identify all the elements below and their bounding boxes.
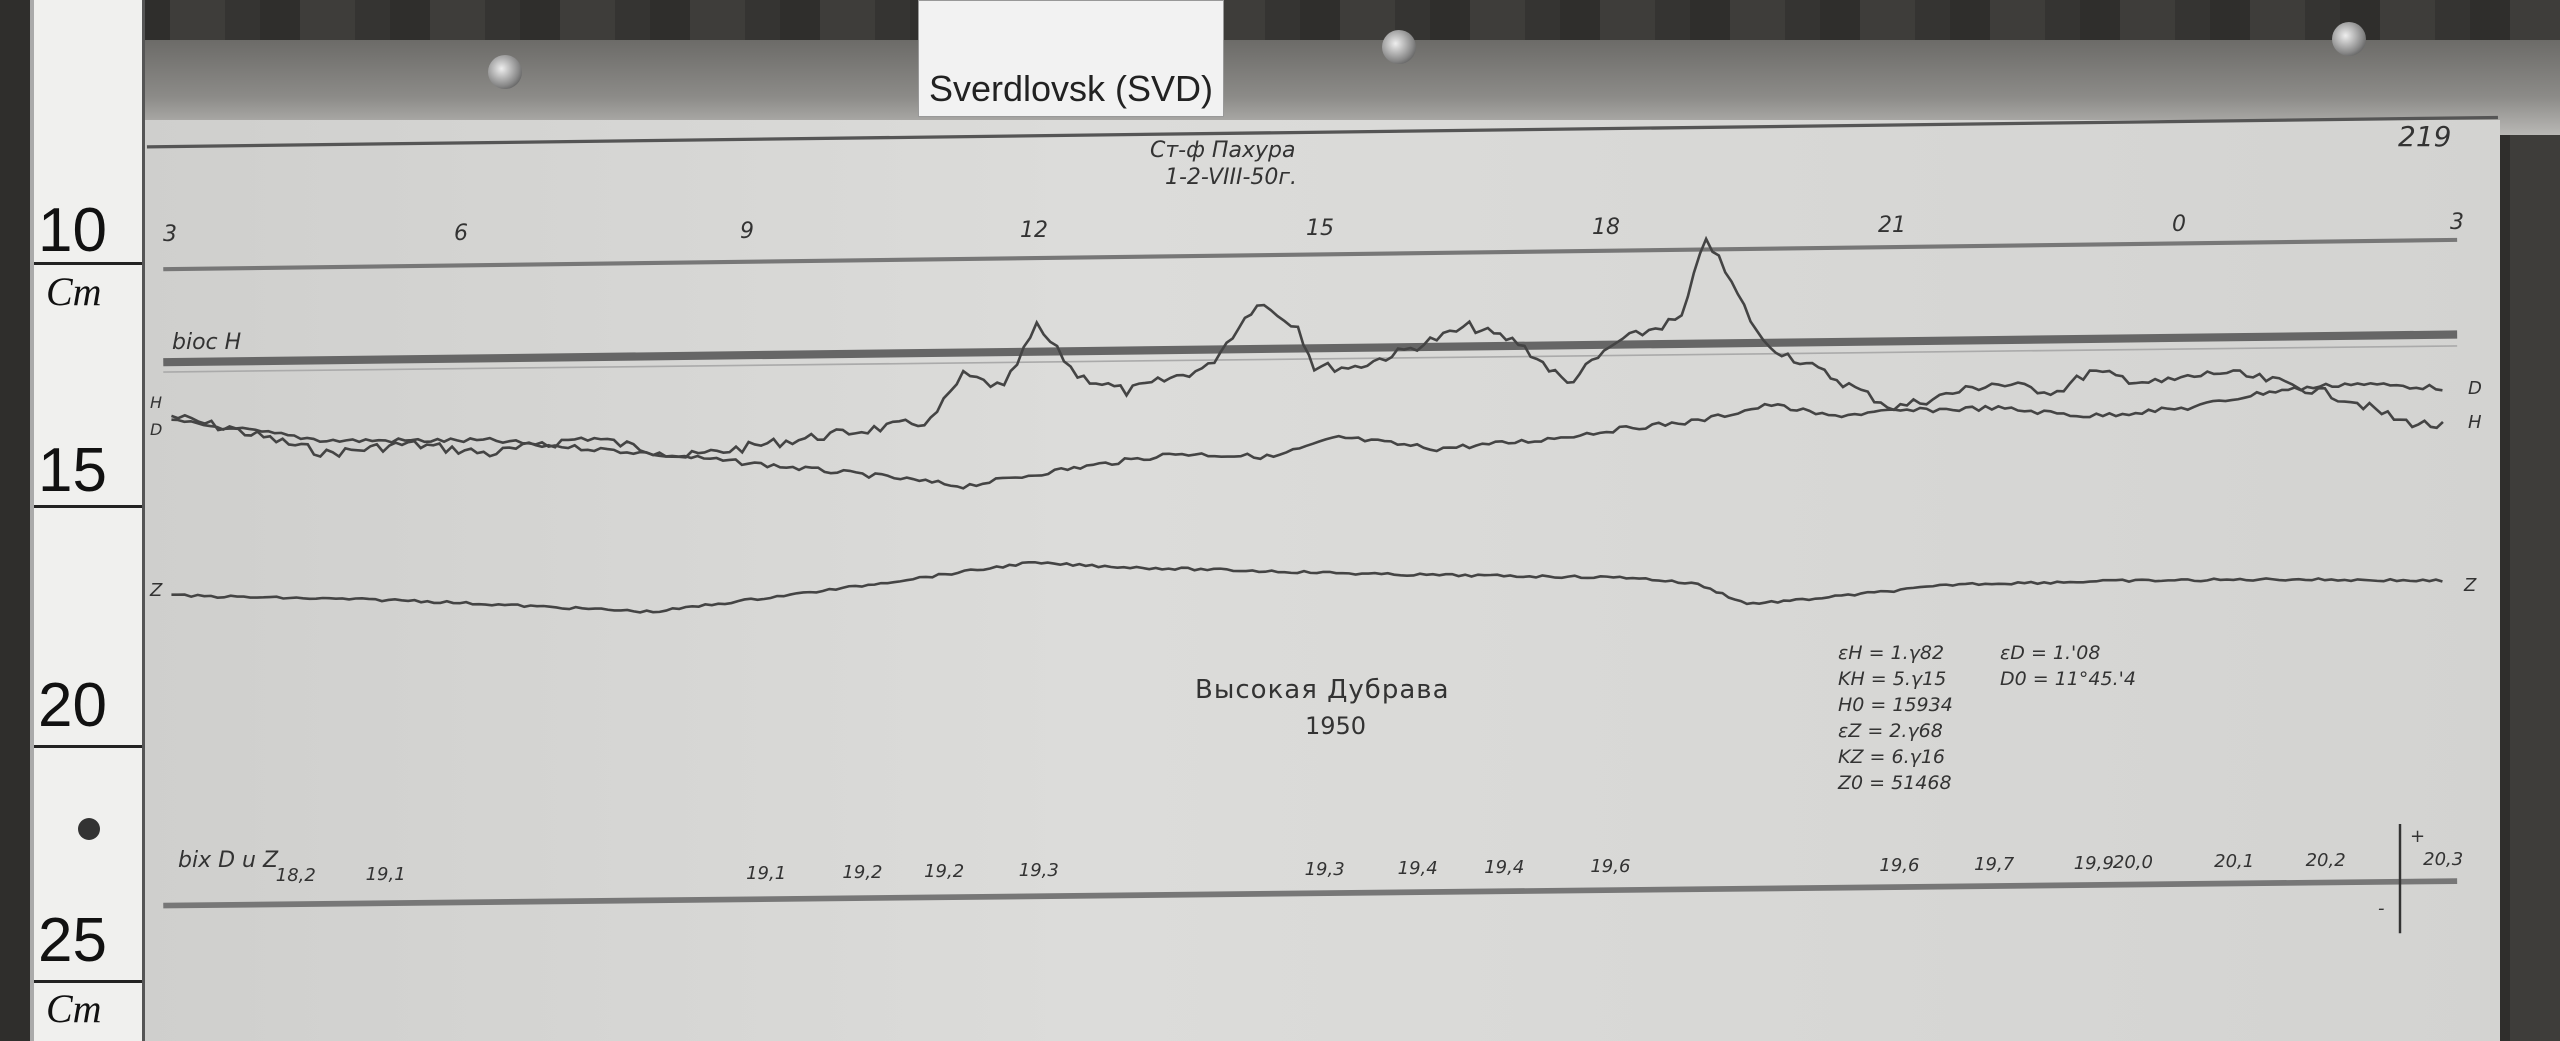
baseline-value: 20,2 — [2305, 850, 2346, 871]
ruler-number: 20 — [38, 671, 107, 740]
screw-icon — [1382, 30, 1416, 64]
station-label: Sverdlovsk (SVD) — [928, 68, 1214, 109]
constant-line: Z0 = 51468 — [1838, 772, 1952, 794]
constant-line: KH = 5.γ15 — [1838, 668, 1947, 690]
baseline-value: 19,2 — [842, 862, 883, 883]
baseline-value: 20,3 — [2423, 849, 2464, 870]
baseline-value: 19,1 — [746, 863, 787, 884]
header-date: 1-2-VIII-50г. — [1165, 165, 1297, 190]
baseline-bottom-label: bix D u Z — [178, 848, 279, 873]
ruler-number: 15 — [38, 436, 107, 505]
hour-label: 3 — [163, 222, 177, 247]
hour-label: 9 — [740, 219, 754, 244]
station-label-card: Sverdlovsk (SVD) — [918, 0, 1224, 117]
hour-label: 6 — [454, 220, 468, 246]
ruler: 10 Cm 15 20 25 Cm — [30, 0, 145, 1041]
baseline-value: 20,0 — [2112, 852, 2153, 873]
trace-d — [171, 381, 2443, 490]
screw-icon — [2332, 22, 2366, 56]
plexiglass-holder — [140, 40, 2560, 135]
ruler-tick — [34, 262, 142, 265]
hour-label: 18 — [1592, 214, 1620, 240]
ruler-unit: Cm — [46, 269, 102, 314]
hour-label: 3 — [2450, 210, 2464, 235]
ruler-number: 10 — [38, 196, 107, 265]
ruler-tick — [34, 505, 142, 508]
baseline-value: 19,4 — [1397, 858, 1438, 879]
baseline-value: 19,1 — [365, 864, 406, 885]
trace-label-h-left: H — [150, 393, 163, 412]
hour-label: 21 — [1878, 213, 1906, 238]
constant-line: H0 = 15934 — [1838, 694, 1953, 716]
page-number: 219 — [2398, 120, 2452, 153]
trace-label-d-left: D — [150, 420, 163, 439]
trace-z — [171, 560, 2443, 614]
trace-label-d-right: D — [2468, 378, 2482, 399]
baseline-h — [163, 330, 2458, 367]
constant-line: KZ = 6.γ16 — [1838, 746, 1946, 768]
baseline-bottom — [163, 878, 2458, 909]
ruler-tick — [34, 745, 142, 748]
trace-label-z-left: Z — [150, 580, 163, 601]
hour-label: 0 — [2172, 211, 2186, 237]
station-name: Высокая Дубрава — [1195, 675, 1450, 705]
baseline-value: 19,3 — [1018, 860, 1059, 881]
ruler-unit-bottom: Cm — [46, 986, 102, 1031]
constants-block-right: εD = 1.'08 D0 = 11°45.'4 — [2000, 640, 2136, 692]
scale-minus: - — [2378, 898, 2385, 919]
constant-line: εZ = 2.γ68 — [1838, 720, 1943, 742]
hour-axis-line — [163, 237, 2458, 272]
baseline-value: 19,3 — [1304, 859, 1345, 880]
hour-label: 12 — [1020, 217, 1048, 243]
constants-block: εH = 1.γ82 KH = 5.γ15 H0 = 15934 εZ = 2.γ68… — [1838, 640, 1953, 796]
baseline-value: 19,4 — [1484, 857, 1525, 878]
constant-line: εH = 1.γ82 — [1838, 642, 1945, 664]
ruler-tick — [34, 980, 142, 983]
baseline-value: 20,1 — [2214, 851, 2255, 872]
trace-label-z-right: Z — [2464, 575, 2477, 596]
baseline-value: 19,9 — [2073, 853, 2114, 874]
baseline-value: 19,7 — [1974, 854, 2015, 875]
baseline-value: 18,2 — [275, 865, 316, 886]
header-handwriting: Ст-ф Пахура — [1150, 138, 1296, 163]
constant-line: D0 = 11°45.'4 — [2000, 668, 2136, 690]
year: 1950 — [1305, 712, 1367, 740]
ruler-hole — [78, 818, 100, 840]
scale-plus: + — [2410, 826, 2426, 847]
screw-icon — [488, 55, 522, 89]
trace-label-h-right: H — [2468, 412, 2482, 433]
baseline-h-label: bioc H — [172, 330, 242, 355]
baseline-value: 19,6 — [1879, 855, 1920, 876]
baseline-value: 19,2 — [924, 861, 965, 882]
hour-label: 15 — [1306, 216, 1334, 241]
ruler-number: 25 — [38, 906, 107, 975]
sheet-top-edge — [146, 115, 2498, 149]
baseline-value: 19,6 — [1590, 856, 1631, 877]
constant-line: εD = 1.'08 — [2000, 642, 2101, 664]
